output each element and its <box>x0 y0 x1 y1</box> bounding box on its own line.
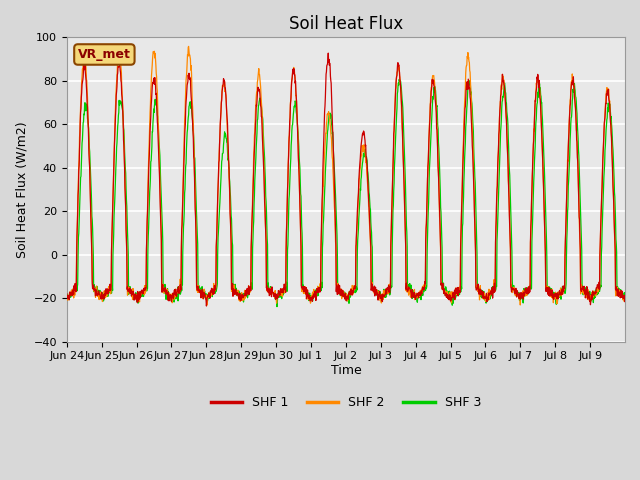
Text: VR_met: VR_met <box>78 48 131 61</box>
Legend: SHF 1, SHF 2, SHF 3: SHF 1, SHF 2, SHF 3 <box>205 391 486 414</box>
X-axis label: Time: Time <box>330 364 361 377</box>
Title: Soil Heat Flux: Soil Heat Flux <box>289 15 403 33</box>
Y-axis label: Soil Heat Flux (W/m2): Soil Heat Flux (W/m2) <box>15 121 28 258</box>
